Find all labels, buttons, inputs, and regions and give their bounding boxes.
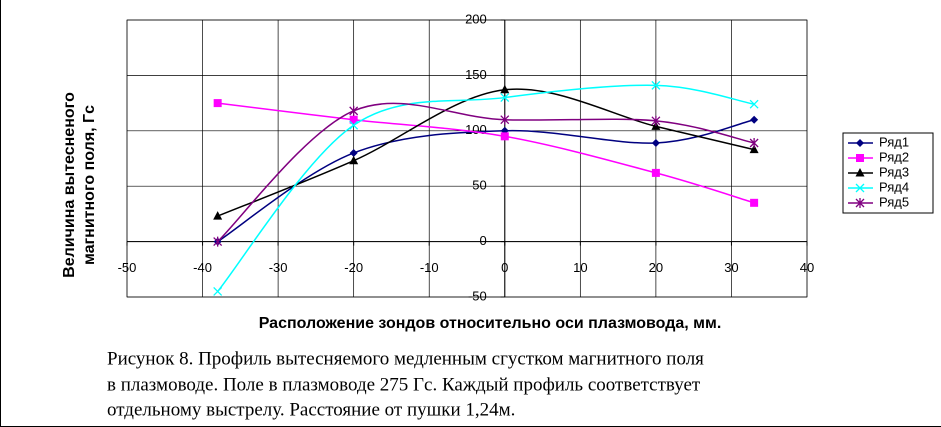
legend-label: Ряд4 [879, 179, 909, 194]
y-tick-label: 200 [465, 11, 487, 26]
marker [651, 115, 661, 126]
legend-label: Ряд1 [879, 134, 909, 149]
legend-marker [855, 168, 865, 177]
marker [213, 211, 223, 220]
y-tick-label: -50 [468, 288, 487, 303]
marker [349, 120, 359, 130]
y-tick-label: 50 [472, 178, 486, 193]
series-line [217, 84, 755, 292]
marker [500, 93, 510, 103]
marker [749, 144, 759, 154]
marker [349, 155, 359, 165]
legend-marker [855, 198, 865, 208]
y-axis-title: Величина вытесненого магнитного поля, Гс [61, 92, 98, 278]
marker [349, 115, 358, 124]
x-tick-label: -40 [193, 260, 212, 275]
x-axis-title: Расположение зондов относительно оси пла… [259, 315, 722, 332]
series-line [217, 88, 755, 217]
marker [349, 105, 359, 116]
x-tick-label: -30 [269, 260, 288, 275]
marker [651, 80, 661, 90]
y-tick-label: 0 [480, 233, 487, 248]
x-tick-label: -20 [344, 260, 363, 275]
x-tick-label: -10 [420, 260, 439, 275]
x-tick-label: 40 [800, 260, 814, 275]
y-axis-title-line: магнитного поля, Гс [81, 105, 98, 265]
x-tick-label: 20 [649, 260, 663, 275]
marker [749, 137, 759, 148]
caption-line: Рисунок 8. Профиль вытесняемого медленны… [107, 348, 704, 369]
legend-label: Ряд3 [879, 164, 909, 179]
y-axis-title-line: Величина вытесненого [61, 92, 78, 278]
marker [213, 99, 222, 108]
marker [500, 84, 510, 94]
marker [651, 138, 660, 147]
caption-line: отдельному выстрелу. Расстояние от пушки… [107, 399, 515, 420]
x-tick-label: -50 [118, 260, 137, 275]
marker [349, 148, 358, 157]
y-tick-label: 100 [465, 122, 487, 137]
y-tick-label: 150 [465, 67, 487, 82]
x-tick-label: 10 [573, 260, 587, 275]
legend-marker [855, 183, 865, 193]
x-tick-label: 30 [724, 260, 738, 275]
marker [500, 132, 509, 141]
legend-label: Ряд2 [879, 149, 909, 164]
marker [750, 115, 759, 124]
marker [750, 198, 759, 207]
marker [500, 114, 510, 125]
series-line [217, 102, 755, 243]
marker [651, 168, 660, 177]
plot-area [126, 19, 808, 298]
caption-line: в плазмоводе. Поле в плазмоводе 275 Гс. … [107, 374, 701, 395]
legend-label: Ряд5 [879, 194, 909, 209]
marker [213, 287, 223, 296]
legend-marker [856, 139, 864, 147]
marker [213, 236, 223, 247]
legend-marker [856, 154, 864, 162]
marker [749, 99, 759, 109]
